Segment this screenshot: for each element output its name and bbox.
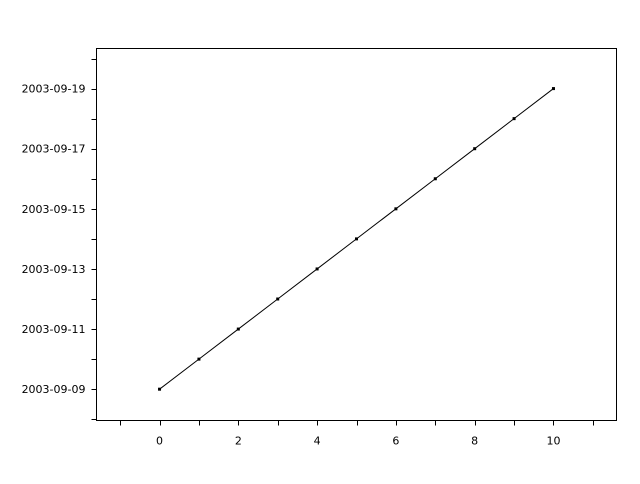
axis-ticks [91,59,594,426]
data-point [158,387,162,391]
x-tick-label: 2 [235,435,242,448]
x-tick-label: 4 [314,435,321,448]
y-tick-label: 2003-09-09 [22,383,86,396]
x-tick-label: 0 [156,435,163,448]
y-tick-label: 2003-09-11 [22,323,86,336]
y-tick-label: 2003-09-19 [22,83,86,96]
x-tick-label: 6 [392,435,399,448]
data-point [473,147,477,151]
axes-frame [96,48,617,421]
data-point [315,267,319,271]
data-point [197,357,201,361]
data-points [158,87,555,391]
y-tick-label: 2003-09-17 [22,143,86,156]
data-point [551,87,555,91]
x-tick-label: 10 [546,435,560,448]
data-point [236,327,240,331]
y-tick-label: 2003-09-15 [22,203,86,216]
x-tick-label: 8 [471,435,478,448]
data-point [394,207,398,211]
data-point [276,297,280,301]
tick-labels: 0 2 4 6 8 10 2003-09-09 2003-09-11 2003-09-13 200… [22,83,561,448]
data-point [355,237,358,241]
data-point [512,117,516,121]
data-point [433,177,437,181]
y-tick-label: 2003-09-13 [22,263,86,276]
